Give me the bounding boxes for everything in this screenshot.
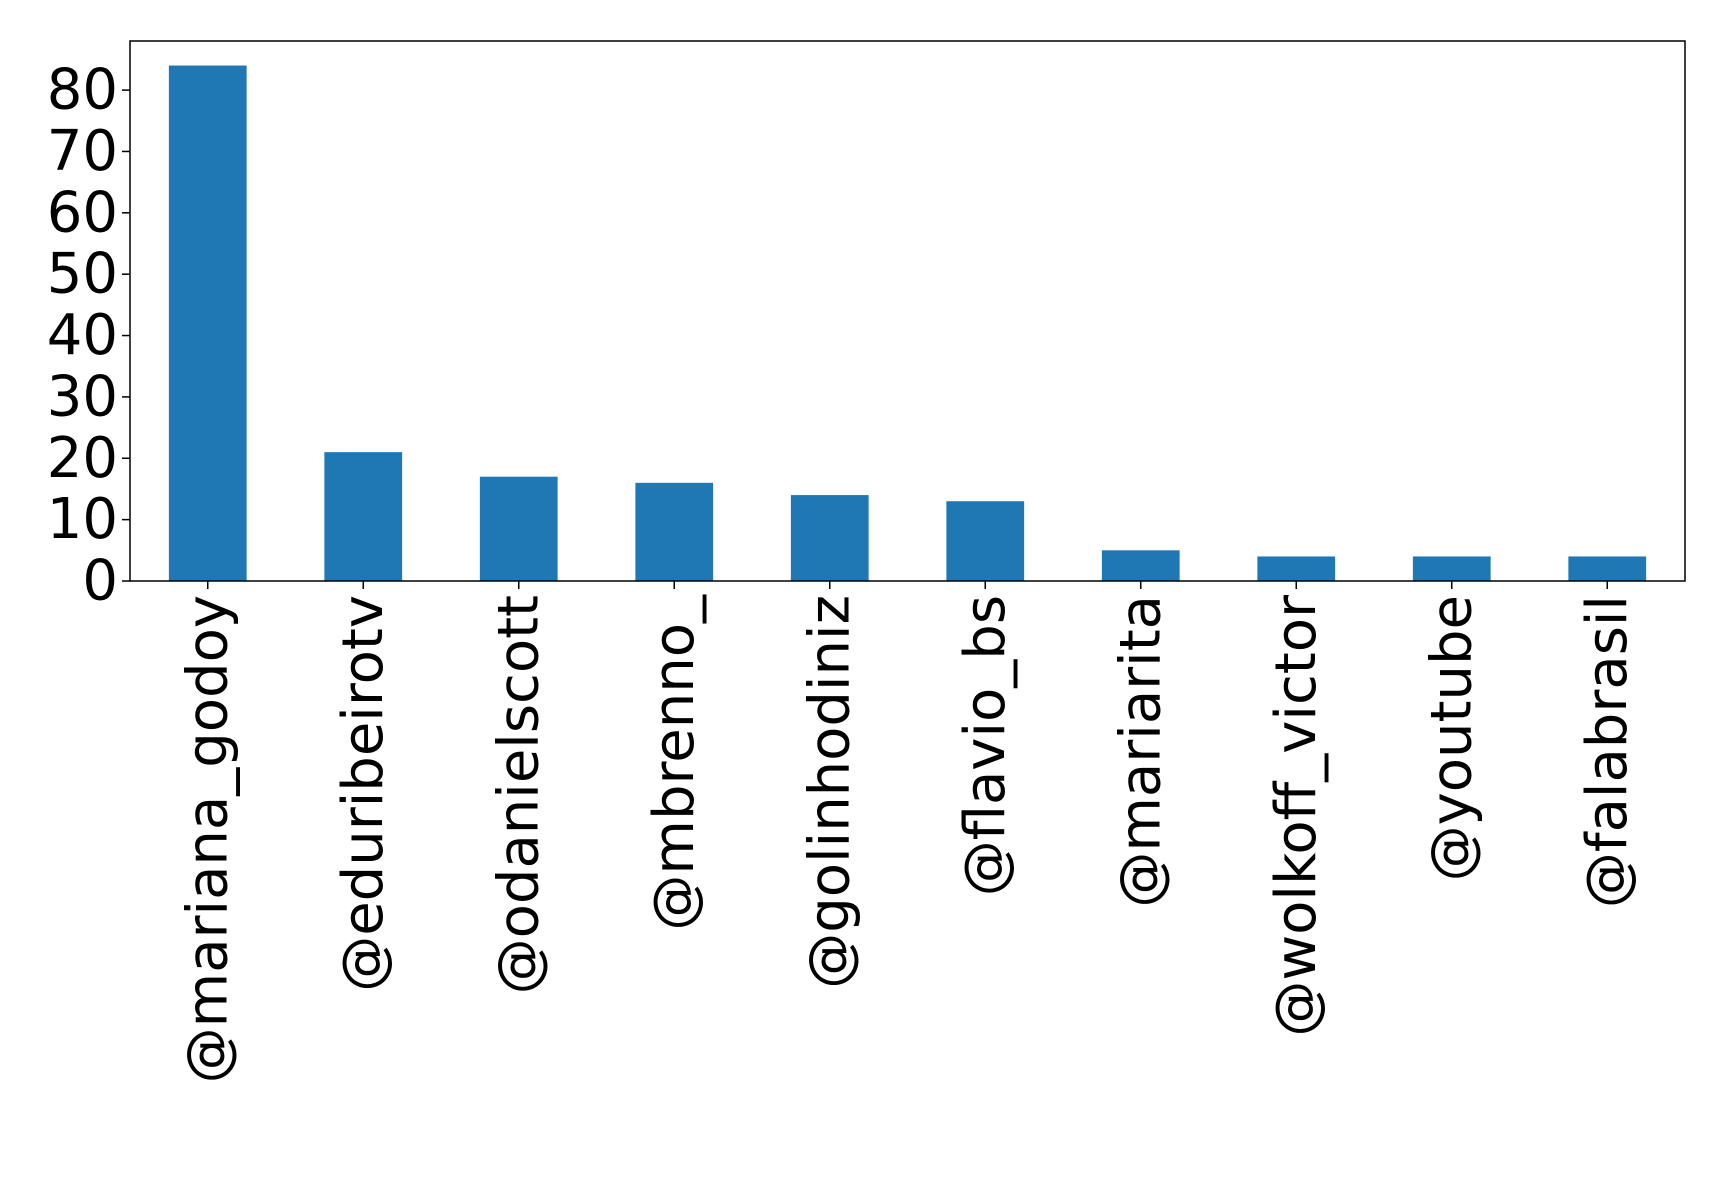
x-tick-label: @falabrasil xyxy=(1575,595,1640,908)
y-tick-label: 20 xyxy=(47,426,118,491)
bar-falabrasil xyxy=(1568,556,1647,581)
y-tick-label: 50 xyxy=(47,242,118,307)
y-tick-label: 0 xyxy=(82,549,118,614)
bar-mbrenno- xyxy=(635,482,714,581)
x-tick-label: @youtube xyxy=(1419,595,1484,881)
x-tick-label: @eduribeirotv xyxy=(331,595,396,992)
bar-golinhodiniz xyxy=(790,495,869,581)
bar-mariana-godoy xyxy=(168,65,247,581)
y-tick-label: 10 xyxy=(47,487,118,552)
y-tick-label: 60 xyxy=(47,180,118,245)
bar-eduribeirotv xyxy=(324,452,403,581)
y-tick-label: 70 xyxy=(47,119,118,184)
y-tick-label: 80 xyxy=(47,58,118,123)
x-tick-label: @wolkoff_victor xyxy=(1264,594,1329,1037)
bar-odanielscott xyxy=(479,476,558,581)
x-tick-label: @mariana_godoy xyxy=(175,595,240,1083)
bar-flavio-bs xyxy=(946,501,1025,581)
x-tick-label: @odanielscott xyxy=(486,595,551,994)
bar-wolkoff-victor xyxy=(1257,556,1336,581)
bar-youtube xyxy=(1412,556,1491,581)
x-tick-label: @golinhodiniz xyxy=(797,595,862,989)
y-tick-label: 30 xyxy=(47,364,118,429)
x-tick-label: @mbrenno_ xyxy=(642,594,707,931)
x-axis: @mariana_godoy @eduribeirotv @odanielscott… xyxy=(175,581,1640,1083)
x-tick-label: @flavio_bs xyxy=(953,595,1018,896)
bars-layer xyxy=(168,65,1647,581)
bar-mariarita xyxy=(1101,550,1180,581)
plot-frame xyxy=(129,40,1686,582)
x-tick-label: @mariarita xyxy=(1108,595,1173,908)
y-tick-label: 40 xyxy=(47,303,118,368)
